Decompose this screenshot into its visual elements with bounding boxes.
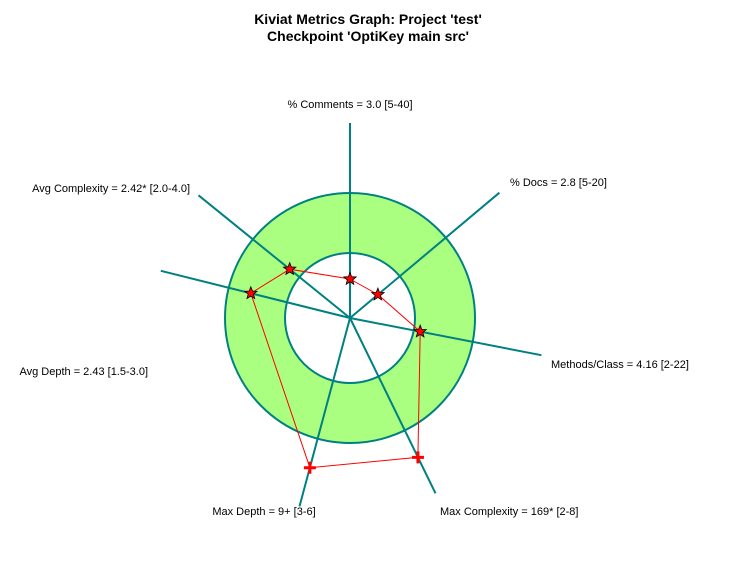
axes-group	[160, 123, 542, 507]
axis-label-comments: % Comments = 3.0 [5-40]	[287, 99, 412, 111]
axis-line-maxdepth	[298, 317, 351, 507]
axis-line-maxcomp	[349, 317, 437, 494]
marker-star-methods	[412, 323, 428, 338]
series-polygon	[250, 268, 421, 469]
marker-cross-maxcomp	[411, 451, 424, 464]
axis-line-avgdepth	[160, 269, 351, 319]
axis-label-avgdepth: Avg Depth = 2.43 [1.5-3.0]	[19, 366, 148, 378]
chart-title: Kiviat Metrics Graph: Project 'test'	[254, 11, 482, 27]
marker-star-comments	[342, 271, 358, 286]
axis-label-maxdepth: Max Depth = 9+ [3-6]	[212, 506, 315, 518]
axis-line-avgcomp	[197, 194, 351, 319]
markers-group	[243, 261, 428, 474]
marker-star-avgcomp	[282, 261, 297, 276]
marker-cross-maxdepth	[303, 461, 316, 474]
axis-label-avgcomp: Avg Complexity = 2.42* [2.0-4.0]	[32, 183, 190, 195]
axis-line-methods	[349, 317, 542, 357]
marker-star-avgdepth	[243, 285, 259, 300]
chart-subtitle: Checkpoint 'OptiKey main src'	[267, 28, 469, 44]
target-range-band	[223, 192, 477, 444]
axis-label-maxcomp: Max Complexity = 169* [2-8]	[440, 506, 578, 518]
axis-label-methods: Methods/Class = 4.16 [2-22]	[551, 359, 689, 371]
axis-labels-group: % Comments = 3.0 [5-40] % Docs = 2.8 [5-2…	[19, 99, 688, 518]
axis-label-docs: % Docs = 2.8 [5-20]	[510, 177, 607, 189]
marker-star-docs	[370, 287, 386, 301]
